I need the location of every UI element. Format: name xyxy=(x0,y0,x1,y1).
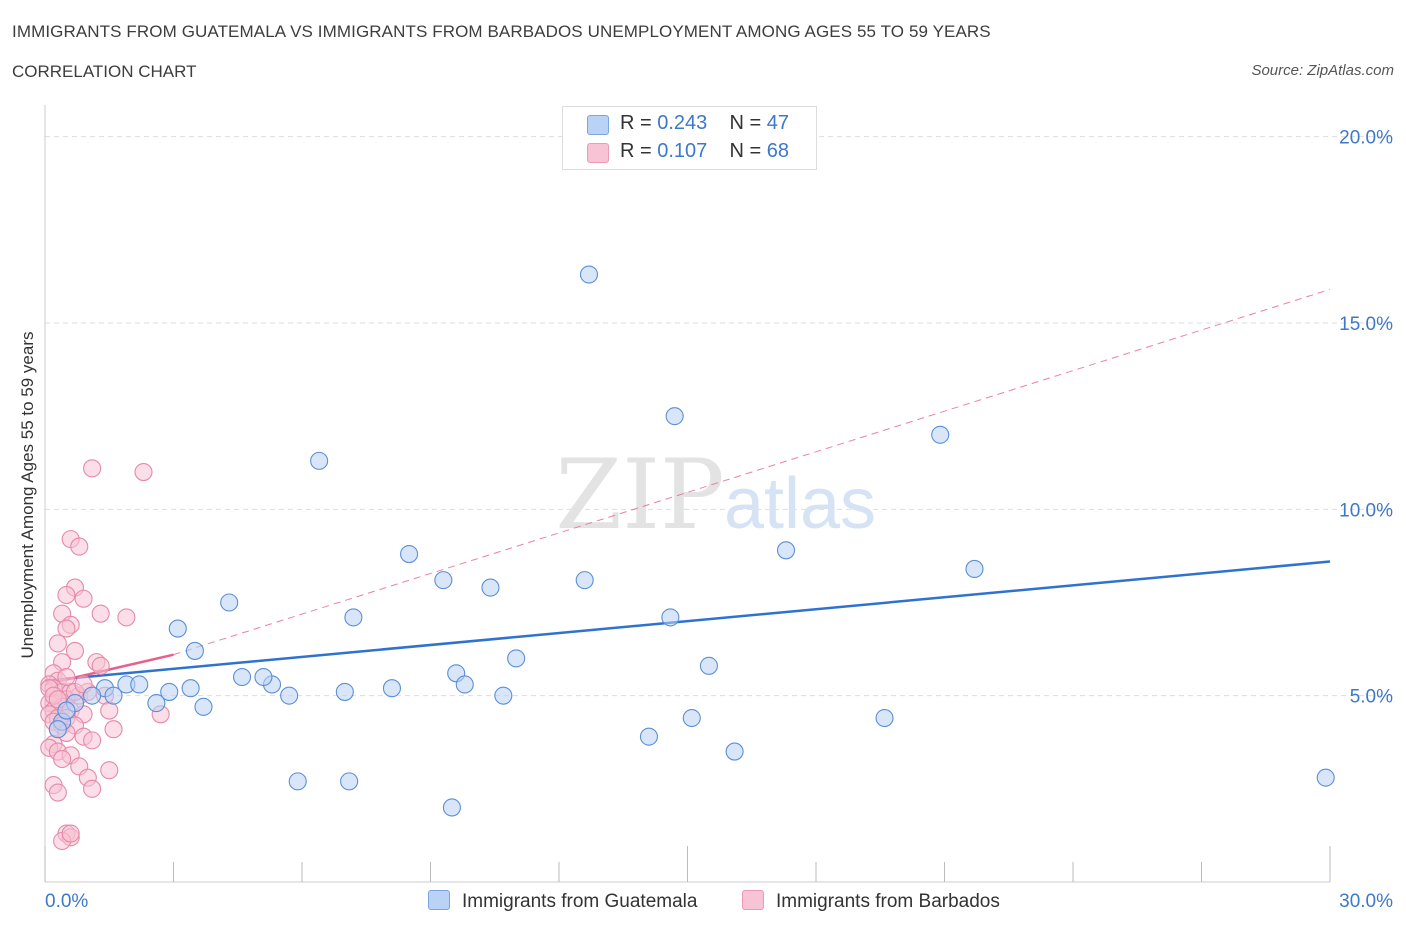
guatemala-trend-line xyxy=(44,560,1331,682)
barbados-point xyxy=(91,604,110,623)
y-tick-label: 5.0% xyxy=(1350,687,1393,708)
legend-swatch-guatemala xyxy=(587,115,609,135)
barbados-point xyxy=(83,459,102,478)
barbados-point xyxy=(57,667,76,687)
chart-title: IMMIGRANTS FROM GUATEMALA VS IMMIGRANTS … xyxy=(12,22,991,41)
y-tick-label: 15.0% xyxy=(1339,314,1393,335)
guatemala-point xyxy=(181,679,200,698)
legend-item-guatemala: Immigrants from Guatemala xyxy=(428,890,697,913)
guatemala-point xyxy=(400,544,419,564)
legend-label-barbados: Immigrants from Barbados xyxy=(776,891,1000,912)
legend-r-value: 0.243 xyxy=(657,112,708,134)
legend-n-label: N = xyxy=(729,140,762,162)
barbados-point xyxy=(53,749,72,769)
watermark-atlas: atlas xyxy=(724,464,876,544)
x-tick-label: 0.0% xyxy=(45,891,88,912)
guatemala-point xyxy=(494,686,513,705)
guatemala-point xyxy=(434,571,453,590)
guatemala-point xyxy=(481,578,500,597)
guatemala-point xyxy=(130,675,149,694)
barbados-point xyxy=(70,537,89,556)
guatemala-point xyxy=(220,593,239,612)
barbados-point xyxy=(57,619,76,638)
y-axis-label: Unemployment Among Ages 55 to 59 years xyxy=(18,331,37,659)
guatemala-point xyxy=(382,679,402,698)
guatemala-point xyxy=(160,682,179,701)
legend-r-label: R = xyxy=(620,140,652,162)
barbados-trend-extension xyxy=(173,288,1331,656)
barbados-point xyxy=(104,720,123,739)
gridlines xyxy=(45,136,1390,697)
legend-item-barbados: Immigrants from Barbados xyxy=(742,890,1000,913)
barbados-point xyxy=(100,761,119,780)
guatemala-point xyxy=(48,720,67,739)
guatemala-point xyxy=(232,667,252,687)
barbados-point xyxy=(65,641,85,660)
guatemala-point xyxy=(57,701,76,720)
barbados-point xyxy=(83,779,102,798)
legend-swatch-guatemala xyxy=(428,890,450,910)
guatemala-point xyxy=(776,541,796,560)
barbados-point xyxy=(57,585,76,605)
barbados-point xyxy=(48,783,67,802)
correlation-legend: R = 0.243 N = 47 R = 0.107 N = 68 xyxy=(562,106,817,170)
barbados-point xyxy=(117,608,136,627)
guatemala-point xyxy=(665,407,684,426)
guatemala-point xyxy=(83,686,102,705)
guatemala-point xyxy=(575,571,594,590)
guatemala-point xyxy=(335,682,354,701)
guatemala-point xyxy=(579,265,599,284)
guatemala-point xyxy=(1316,768,1335,787)
guatemala-point xyxy=(280,686,299,705)
barbados-points xyxy=(40,459,170,851)
guatemala-point xyxy=(185,641,204,660)
guatemala-point xyxy=(340,772,359,791)
x-tick-label: 30.0% xyxy=(1339,891,1393,912)
guatemala-point xyxy=(194,697,213,716)
barbados-point xyxy=(61,824,80,843)
legend-swatch-barbados xyxy=(587,143,609,163)
guatemala-point xyxy=(931,425,950,444)
barbados-point xyxy=(100,701,119,720)
legend-n-value: 68 xyxy=(766,140,790,162)
barbados-point xyxy=(48,634,67,653)
watermark-zip: ZIP xyxy=(555,439,724,551)
guatemala-point xyxy=(104,686,123,705)
watermark: ZIP atlas xyxy=(555,439,876,551)
guatemala-point xyxy=(875,708,894,728)
barbados-point xyxy=(91,656,110,675)
tick-labels: 5.0% 10.0% 15.0% 20.0% 0.0% 30.0% xyxy=(45,128,1393,912)
legend-n-label: N = xyxy=(729,112,762,134)
guatemala-point xyxy=(168,619,187,638)
barbados-point xyxy=(74,589,93,608)
barbados-point xyxy=(134,462,153,482)
guatemala-point xyxy=(725,742,744,761)
legend-label-guatemala: Immigrants from Guatemala xyxy=(462,891,698,912)
guatemala-point xyxy=(310,451,329,470)
guatemala-point xyxy=(507,649,526,668)
legend-r-label: R = xyxy=(620,112,652,134)
guatemala-point xyxy=(639,727,659,746)
guatemala-point xyxy=(661,608,680,627)
guatemala-point xyxy=(965,559,984,578)
legend-swatch-barbados xyxy=(742,890,764,910)
guatemala-point xyxy=(254,667,273,687)
guatemala-point xyxy=(699,656,718,675)
y-tick-label: 20.0% xyxy=(1339,128,1393,149)
guatemala-point xyxy=(442,798,461,817)
legend-r-value: 0.107 xyxy=(657,140,708,162)
y-tick-label: 10.0% xyxy=(1339,500,1393,521)
guatemala-points xyxy=(48,265,1335,817)
chart-subtitle: CORRELATION CHART xyxy=(12,62,197,81)
guatemala-point xyxy=(455,675,474,694)
guatemala-point xyxy=(344,608,363,627)
guatemala-point xyxy=(288,772,307,791)
guatemala-point xyxy=(147,694,166,713)
guatemala-point xyxy=(682,708,701,728)
legend-n-value: 47 xyxy=(766,112,790,134)
source-credit: Source: ZipAtlas.com xyxy=(1251,62,1394,79)
barbados-point xyxy=(83,731,102,750)
